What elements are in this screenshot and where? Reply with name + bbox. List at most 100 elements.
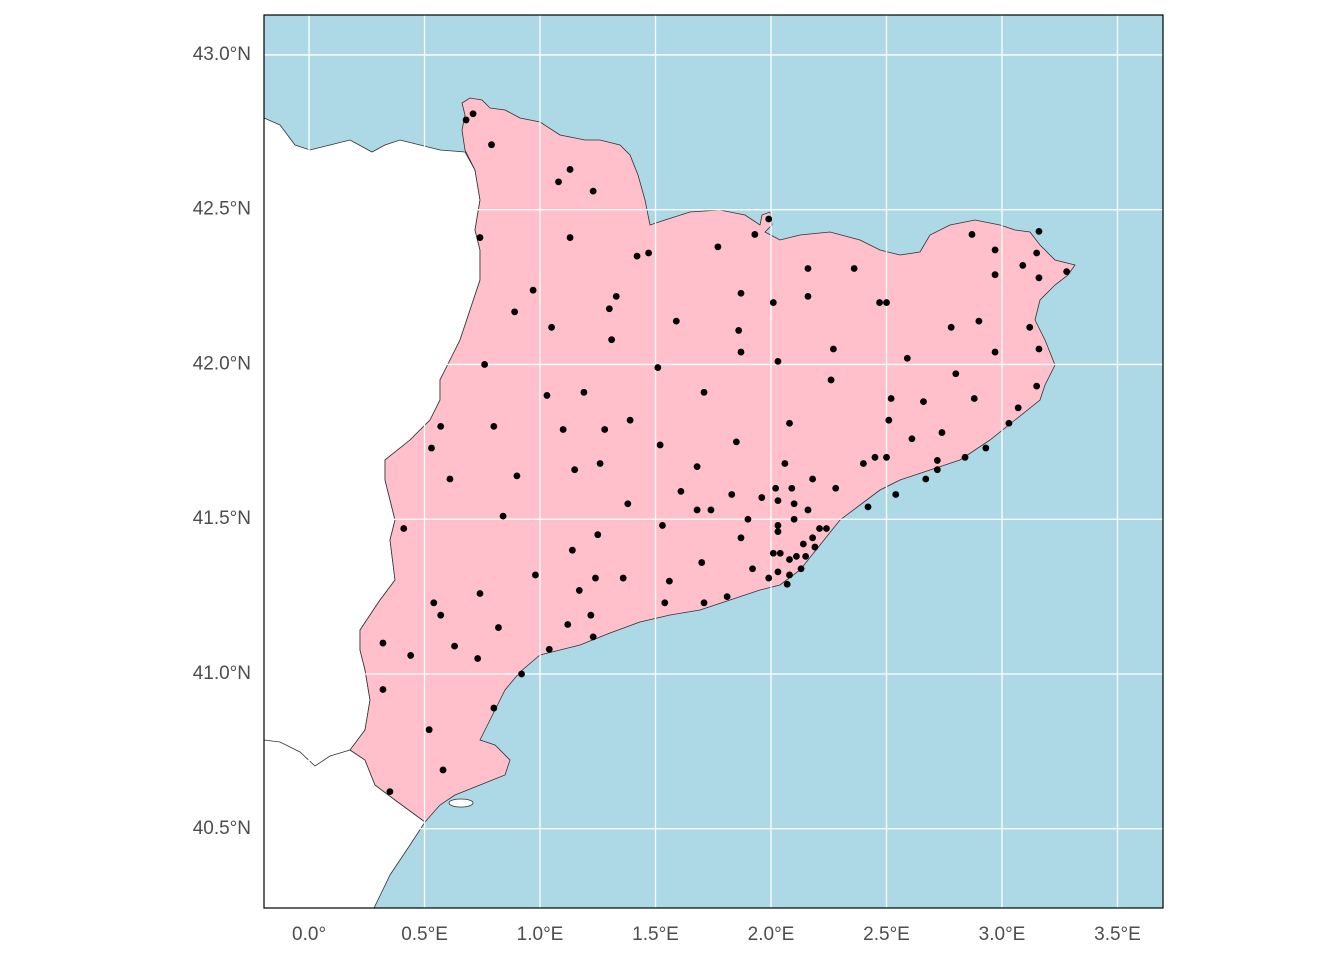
station-point	[804, 265, 812, 272]
station-point	[732, 438, 740, 446]
station-point	[490, 422, 498, 430]
station-point	[975, 317, 983, 325]
station-point	[811, 543, 819, 551]
station-point	[601, 426, 609, 433]
station-point	[776, 549, 784, 557]
station-point	[769, 549, 777, 557]
station-point	[386, 788, 394, 796]
station-point	[751, 231, 759, 238]
station-point	[645, 249, 652, 257]
station-point	[661, 599, 669, 607]
station-point	[555, 178, 562, 186]
x-tick-label: 3.0°E	[979, 924, 1026, 945]
station-point	[656, 441, 664, 449]
station-point	[790, 515, 798, 523]
station-point	[693, 463, 701, 471]
station-point	[575, 587, 583, 594]
station-point	[665, 577, 673, 585]
station-point	[589, 187, 597, 195]
station-point	[774, 357, 782, 365]
station-point	[804, 292, 812, 300]
station-point	[476, 590, 484, 597]
station-point	[698, 559, 706, 566]
station-point	[952, 370, 960, 378]
station-point	[786, 556, 793, 563]
station-point	[529, 286, 537, 294]
station-point	[462, 116, 470, 124]
station-point	[772, 484, 780, 492]
station-point	[908, 435, 916, 443]
station-point	[481, 361, 488, 368]
station-point	[832, 484, 840, 492]
station-point	[513, 472, 521, 480]
station-point	[437, 422, 445, 430]
station-point	[677, 487, 685, 495]
x-tick-label: 1.5°E	[632, 924, 679, 945]
y-tick-label: 43.0°N	[193, 44, 251, 65]
station-point	[518, 670, 525, 678]
station-point	[790, 500, 798, 508]
station-point	[860, 460, 867, 467]
station-point	[568, 546, 576, 554]
station-point	[612, 292, 620, 300]
y-tick-label: 42.0°N	[193, 353, 251, 374]
station-point	[816, 525, 823, 532]
station-point	[499, 512, 507, 520]
station-point	[672, 317, 680, 325]
station-point	[1026, 323, 1034, 331]
station-point	[737, 348, 745, 356]
station-point	[774, 568, 782, 576]
station-point	[430, 599, 438, 607]
panel-border	[263, 14, 1164, 909]
station-point	[559, 426, 567, 433]
station-point	[439, 766, 447, 774]
map-panel	[264, 15, 1163, 908]
station-point	[765, 574, 773, 582]
station-point	[1005, 419, 1013, 427]
station-point	[592, 574, 599, 582]
station-point	[799, 540, 807, 548]
station-point	[802, 552, 810, 560]
station-point	[991, 271, 999, 279]
x-tick-label: 0.5°E	[401, 924, 448, 945]
station-point	[608, 336, 616, 344]
station-point	[476, 234, 484, 241]
y-tick-label: 40.5°N	[193, 818, 251, 839]
station-point	[571, 466, 579, 474]
station-point	[379, 686, 387, 693]
station-point	[1035, 345, 1043, 353]
station-point	[446, 475, 454, 483]
station-point	[594, 531, 602, 539]
station-point	[947, 323, 955, 331]
station-point	[723, 593, 731, 601]
station-point	[982, 444, 990, 452]
station-point	[774, 522, 782, 529]
grid	[264, 15, 1163, 908]
y-tick-label: 41.5°N	[193, 508, 251, 529]
delta-island	[448, 798, 474, 808]
station-point	[566, 234, 574, 241]
station-point	[749, 565, 756, 573]
station-point	[737, 289, 745, 297]
station-point	[1033, 382, 1041, 390]
station-point	[885, 416, 893, 424]
station-point	[804, 506, 812, 514]
y-tick-label: 42.5°N	[193, 199, 251, 220]
station-point	[580, 388, 588, 396]
station-point	[933, 457, 941, 464]
station-point	[626, 416, 634, 424]
station-point	[1014, 404, 1022, 412]
station-point	[474, 655, 482, 662]
station-point	[407, 652, 415, 659]
station-point	[659, 522, 666, 529]
station-point	[490, 704, 498, 712]
station-point	[786, 419, 793, 427]
station-point	[991, 246, 999, 254]
station-point	[543, 392, 551, 399]
station-point	[1063, 268, 1071, 276]
station-point	[903, 354, 911, 362]
station-point	[566, 166, 574, 173]
station-point	[883, 299, 890, 306]
station-point	[774, 528, 782, 536]
